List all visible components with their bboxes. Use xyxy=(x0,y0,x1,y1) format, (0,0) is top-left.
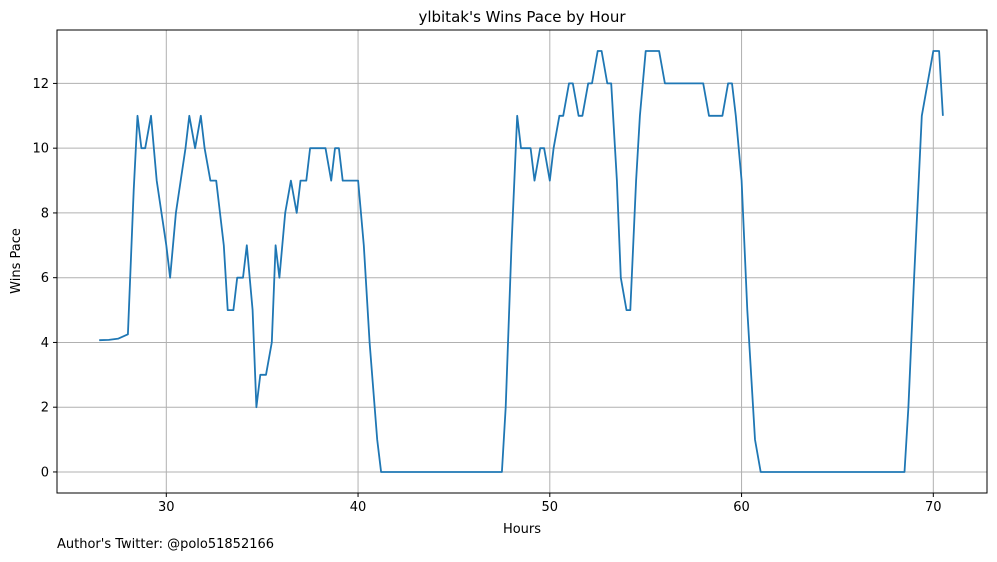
y-tick-label: 0 xyxy=(41,465,49,480)
y-tick-label: 6 xyxy=(41,271,49,286)
y-axis-label: Wins Pace xyxy=(9,228,24,294)
x-axis-label: Hours xyxy=(503,522,541,537)
plot-frame xyxy=(56,29,988,494)
y-tick-label: 10 xyxy=(32,142,49,157)
chart-title: ylbitak's Wins Pace by Hour xyxy=(418,8,626,26)
series-line-wins-pace xyxy=(99,50,944,473)
x-tick-label: 30 xyxy=(158,500,175,515)
y-tick-label: 4 xyxy=(41,336,49,351)
x-tick-label: 60 xyxy=(733,500,750,515)
x-tick-label: 70 xyxy=(925,500,942,515)
y-tick-label: 8 xyxy=(41,206,49,221)
axis-ticks: 30 40 50 60 70 0 2 4 6 8 10 12 xyxy=(32,77,941,515)
plot-area-background xyxy=(57,30,987,493)
x-tick-label: 50 xyxy=(542,500,559,515)
grid-lines xyxy=(57,30,987,493)
y-tick-label: 2 xyxy=(41,401,49,416)
y-tick-label: 12 xyxy=(32,77,49,92)
series-group xyxy=(99,50,944,473)
x-tick-label: 40 xyxy=(350,500,367,515)
author-twitter-note: Author's Twitter: @polo51852166 xyxy=(57,537,275,552)
